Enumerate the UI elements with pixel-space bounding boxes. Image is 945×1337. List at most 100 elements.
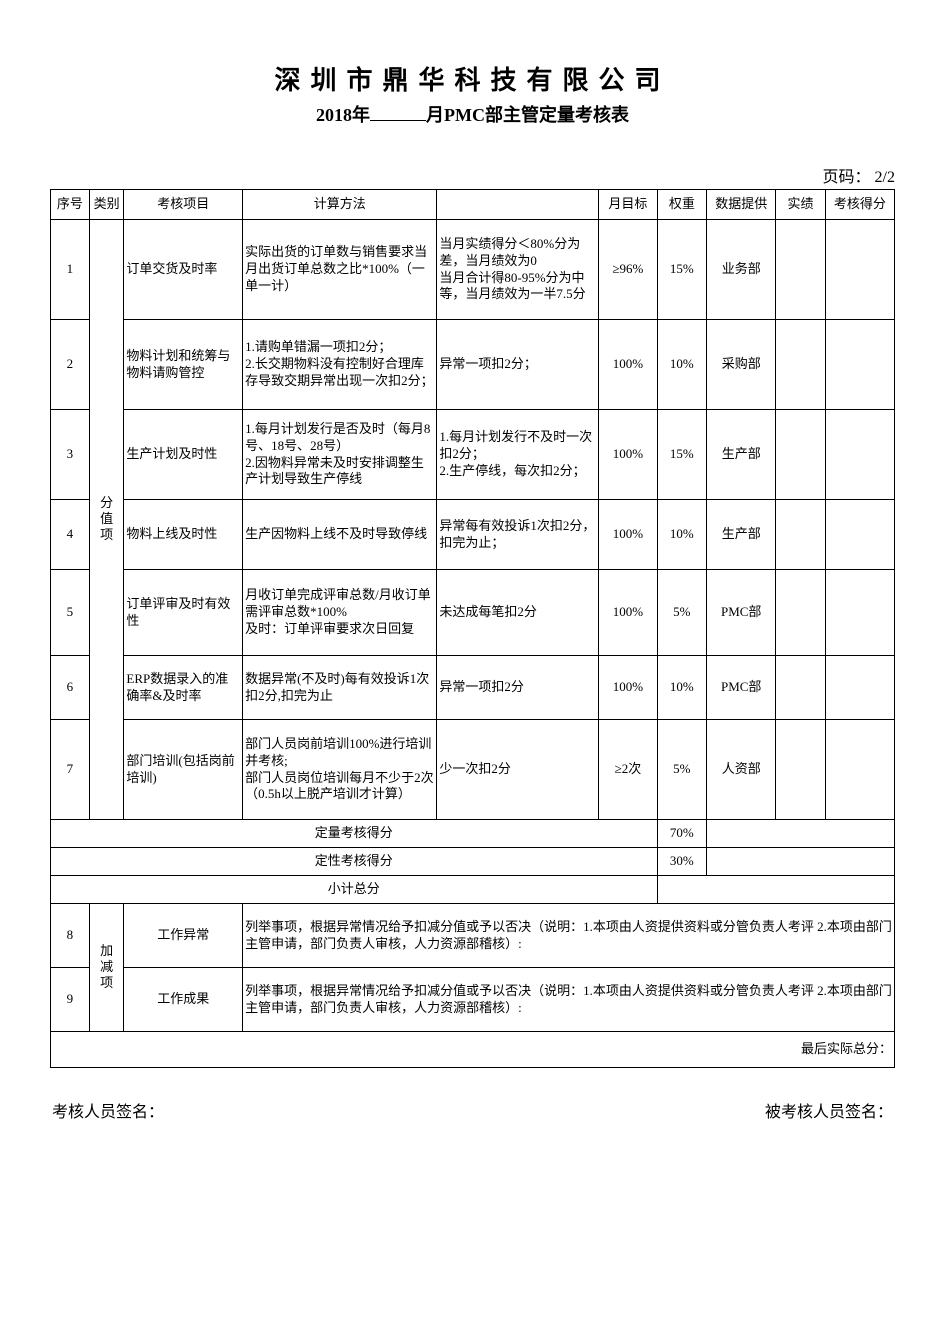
cell-score: [825, 320, 894, 410]
cell-category: 分值项: [89, 220, 124, 820]
bonus-seq: 8: [51, 904, 90, 968]
cell-item: 部门培训(包括岗前培训): [124, 720, 243, 820]
assessee-signature: 被考核人员签名：: [765, 1098, 893, 1122]
cell-calc: 1.每月计划发行是否及时（每月8号、18号、28号）2.因物料异常未及时安排调整…: [243, 410, 437, 500]
cell-actual: [776, 220, 826, 320]
cell-actual: [776, 410, 826, 500]
blank-quant-total: [707, 820, 895, 848]
table-header-row: 序号 类别 考核项目 计算方法 月目标 权重 数据提供 实绩 考核得分: [51, 190, 895, 220]
assessment-table: 序号 类别 考核项目 计算方法 月目标 权重 数据提供 实绩 考核得分 1分值项…: [50, 189, 895, 1068]
cell-src: 采购部: [707, 320, 776, 410]
table-row: 2物料计划和统筹与物料请购管控1.请购单错漏一项扣2分；2.长交期物料没有控制好…: [51, 320, 895, 410]
col-target: 月目标: [599, 190, 657, 220]
cell-src: PMC部: [707, 656, 776, 720]
cell-weight: 10%: [657, 320, 707, 410]
cell-target: ≥2次: [599, 720, 657, 820]
cell-calc: 数据异常(不及时)每有效投诉1次扣2分,扣完为止: [243, 656, 437, 720]
col-seq: 序号: [51, 190, 90, 220]
col-actual: 实绩: [776, 190, 826, 220]
label-quant-total: 定量考核得分: [51, 820, 658, 848]
cell-calc: 部门人员岗前培训100%进行培训并考核;部门人员岗位培训每月不少于2次（0.5h…: [243, 720, 437, 820]
final-blank: [51, 1032, 707, 1068]
bonus-desc: 列举事项，根据异常情况给予扣减分值或予以否决（说明：1.本项由人资提供资料或分管…: [243, 904, 895, 968]
cell-seq: 5: [51, 570, 90, 656]
cell-weight: 15%: [657, 220, 707, 320]
document-subtitle: 2018年月PMC部主管定量考核表: [50, 101, 895, 127]
cell-calc: 1.请购单错漏一项扣2分；2.长交期物料没有控制好合理库存导致交期异常出现一次扣…: [243, 320, 437, 410]
cell-eval: 当月实绩得分＜80%分为差，当月绩效为0当月合计得80-95%分为中等，当月绩效…: [437, 220, 599, 320]
weight-quant-total: 70%: [657, 820, 707, 848]
blank-subtotal: [657, 876, 894, 904]
row-quant-total: 定量考核得分70%: [51, 820, 895, 848]
cell-seq: 1: [51, 220, 90, 320]
cell-score: [825, 720, 894, 820]
final-label: 最后实际总分：: [707, 1032, 895, 1068]
cell-target: 100%: [599, 410, 657, 500]
bonus-row: 8加减项工作异常列举事项，根据异常情况给予扣减分值或予以否决（说明：1.本项由人…: [51, 904, 895, 968]
cell-target: 100%: [599, 320, 657, 410]
cell-src: 人资部: [707, 720, 776, 820]
cell-target: ≥96%: [599, 220, 657, 320]
cell-weight: 5%: [657, 720, 707, 820]
cell-target: 100%: [599, 500, 657, 570]
bonus-desc: 列举事项，根据异常情况给予扣减分值或予以否决（说明：1.本项由人资提供资料或分管…: [243, 968, 895, 1032]
cell-target: 100%: [599, 656, 657, 720]
table-row: 1分值项订单交货及时率实际出货的订单数与销售要求当月出货订单总数之比*100%（…: [51, 220, 895, 320]
bonus-category: 加减项: [89, 904, 124, 1032]
cell-score: [825, 500, 894, 570]
cell-actual: [776, 320, 826, 410]
table-row: 6 ERP数据录入的准确率&及时率数据异常(不及时)每有效投诉1次扣2分,扣完为止…: [51, 656, 895, 720]
cell-calc: 实际出货的订单数与销售要求当月出货订单总数之比*100%（一单一计）: [243, 220, 437, 320]
cell-seq: 3: [51, 410, 90, 500]
company-title: 深圳市鼎华科技有限公司: [50, 60, 895, 97]
cell-actual: [776, 656, 826, 720]
cell-seq: 7: [51, 720, 90, 820]
cell-target: 100%: [599, 570, 657, 656]
bonus-row: 9工作成果列举事项，根据异常情况给予扣减分值或予以否决（说明：1.本项由人资提供…: [51, 968, 895, 1032]
row-subtotal: 小计总分: [51, 876, 895, 904]
cell-actual: [776, 500, 826, 570]
cell-src: 业务部: [707, 220, 776, 320]
row-qual-total: 定性考核得分30%: [51, 848, 895, 876]
cell-item: 订单评审及时有效性: [124, 570, 243, 656]
weight-qual-total: 30%: [657, 848, 707, 876]
page-label: 页码：: [823, 169, 871, 186]
table-row: 5 订单评审及时有效性月收订单完成评审总数/月收订单需评审总数*100%及时：订单…: [51, 570, 895, 656]
subtitle-blank: [370, 103, 426, 121]
col-cat: 类别: [89, 190, 124, 220]
cell-seq: 4: [51, 500, 90, 570]
cell-eval: 未达成每笔扣2分: [437, 570, 599, 656]
cell-eval: 1.每月计划发行不及时一次扣2分；2.生产停线，每次扣2分；: [437, 410, 599, 500]
table-row: 3 生产计划及时性1.每月计划发行是否及时（每月8号、18号、28号）2.因物料异…: [51, 410, 895, 500]
col-weight: 权重: [657, 190, 707, 220]
cell-src: PMC部: [707, 570, 776, 656]
cell-item: 生产计划及时性: [124, 410, 243, 500]
cell-item: ERP数据录入的准确率&及时率: [124, 656, 243, 720]
label-subtotal: 小计总分: [51, 876, 658, 904]
cell-calc: 月收订单完成评审总数/月收订单需评审总数*100%及时：订单评审要求次日回复: [243, 570, 437, 656]
cell-score: [825, 656, 894, 720]
cell-actual: [776, 570, 826, 656]
col-calc: 计算方法: [243, 190, 437, 220]
cell-score: [825, 570, 894, 656]
col-eval: [437, 190, 599, 220]
subtitle-rest: 月PMC部主管定量考核表: [426, 105, 629, 125]
bonus-item: 工作异常: [124, 904, 243, 968]
cell-score: [825, 410, 894, 500]
table-row: 7 部门培训(包括岗前培训)部门人员岗前培训100%进行培训并考核;部门人员岗位培…: [51, 720, 895, 820]
col-score: 考核得分: [825, 190, 894, 220]
table-row: 4物料上线及时性生产因物料上线不及时导致停线异常每有效投诉1次扣2分，扣完为止；…: [51, 500, 895, 570]
cell-weight: 10%: [657, 656, 707, 720]
blank-qual-total: [707, 848, 895, 876]
label-qual-total: 定性考核得分: [51, 848, 658, 876]
cell-item: 订单交货及时率: [124, 220, 243, 320]
page-indicator: 页码： 2/2: [50, 163, 895, 187]
cell-actual: [776, 720, 826, 820]
cell-weight: 10%: [657, 500, 707, 570]
cell-weight: 15%: [657, 410, 707, 500]
signature-row: 考核人员签名： 被考核人员签名：: [50, 1098, 895, 1122]
cell-eval: 少一次扣2分: [437, 720, 599, 820]
cell-seq: 6: [51, 656, 90, 720]
cell-calc: 生产因物料上线不及时导致停线: [243, 500, 437, 570]
cell-score: [825, 220, 894, 320]
